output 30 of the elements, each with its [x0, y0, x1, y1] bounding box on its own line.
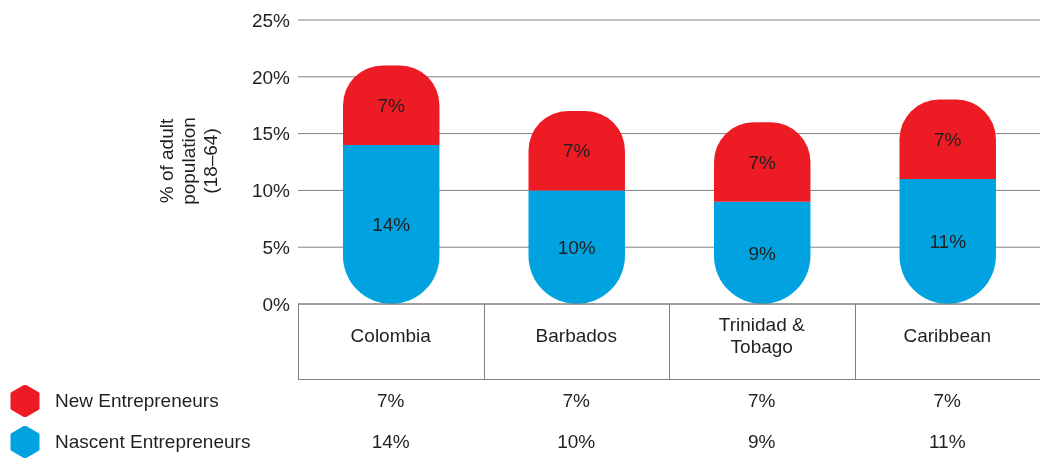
y-tick-label: 0% [262, 293, 291, 315]
x-tick-label: Barbados [535, 325, 617, 346]
y-tick-label: 15% [251, 123, 291, 145]
text: 7% [934, 129, 962, 151]
text: 9% [748, 242, 776, 264]
y-tick-label: 10% [251, 180, 291, 202]
legend-label: Nascent Entrepreneurs [55, 431, 251, 453]
text: 7% [377, 94, 405, 116]
text: 14% [372, 214, 411, 236]
data-label: 7% [561, 390, 591, 412]
text: 7% [563, 140, 591, 162]
y-tick-label: 5% [262, 236, 291, 258]
x-tick-label: Caribbean [903, 325, 992, 346]
x-tick-label: Colombia [350, 325, 432, 346]
data-label: 7% [932, 390, 962, 412]
y-tick-label: 25% [251, 9, 291, 31]
data-label: 7% [376, 390, 406, 412]
data-label: 10% [556, 431, 597, 453]
data-label: 14% [370, 431, 411, 453]
data-label: 7% [747, 390, 777, 412]
y-tick-label: 20% [251, 66, 291, 88]
text: 11% [929, 231, 967, 253]
text: 10% [557, 236, 596, 258]
text: 7% [748, 151, 776, 173]
legend-label: New Entrepreneurs [55, 390, 219, 412]
data-label: 9% [747, 431, 777, 453]
x-tick-label: Trinidad & Tobago [718, 314, 806, 357]
data-label: 11% [927, 431, 967, 453]
y-axis-title: % of adult population (18–64) [156, 117, 221, 205]
bar [343, 144, 440, 304]
